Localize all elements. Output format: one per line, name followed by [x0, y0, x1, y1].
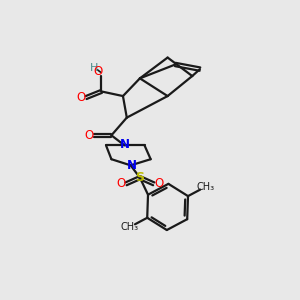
Text: O: O: [154, 177, 164, 190]
Text: O: O: [84, 129, 94, 142]
Text: H: H: [90, 63, 99, 73]
Text: O: O: [116, 177, 125, 190]
Text: CH₃: CH₃: [196, 182, 215, 192]
Text: N: N: [120, 138, 130, 151]
Text: O: O: [77, 91, 86, 104]
Text: N: N: [126, 159, 136, 172]
Text: O: O: [94, 65, 103, 78]
Text: CH₃: CH₃: [121, 222, 139, 232]
Text: S: S: [135, 171, 144, 184]
